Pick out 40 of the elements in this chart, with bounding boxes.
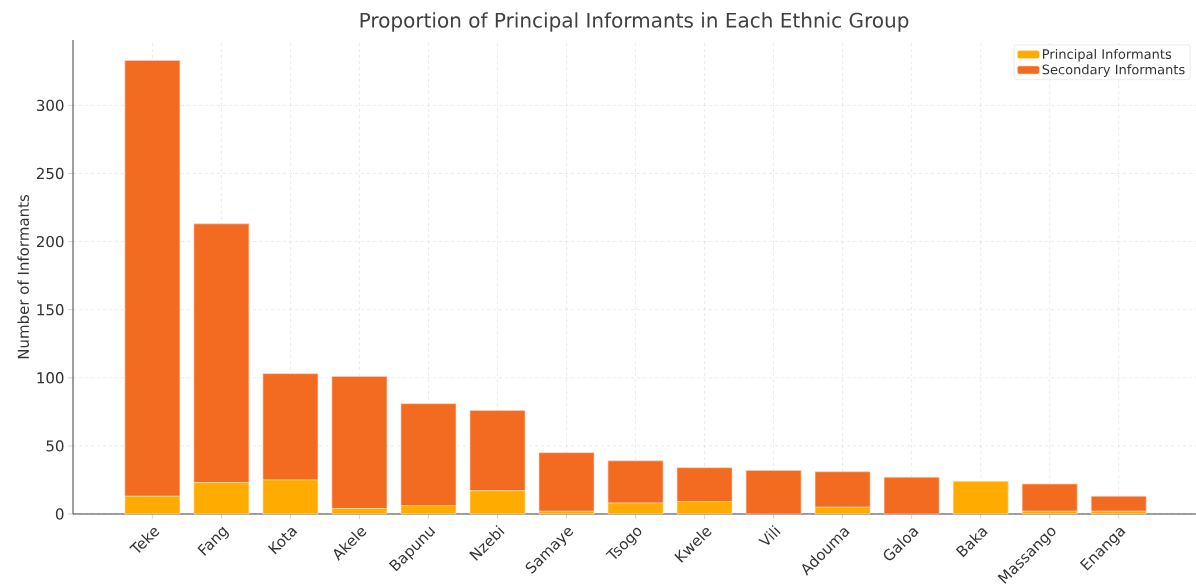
y-tick-label: 250 bbox=[36, 167, 64, 180]
bar bbox=[607, 502, 664, 515]
bar bbox=[1090, 510, 1147, 515]
y-tick-label: 0 bbox=[55, 508, 64, 520]
bar bbox=[814, 506, 871, 515]
bar bbox=[124, 495, 181, 515]
bar bbox=[331, 376, 388, 509]
y-tick-label: 300 bbox=[36, 99, 64, 112]
bar bbox=[400, 505, 457, 515]
bar bbox=[262, 373, 319, 481]
bar bbox=[262, 479, 319, 515]
bar bbox=[1021, 483, 1078, 512]
y-tick-label: 50 bbox=[46, 440, 64, 452]
bar bbox=[193, 482, 250, 515]
x-tick-label: Vili bbox=[758, 524, 781, 545]
bar bbox=[814, 471, 871, 508]
bar bbox=[883, 476, 940, 515]
bar bbox=[400, 403, 457, 507]
bar bbox=[469, 410, 526, 492]
y-tick-label: 100 bbox=[37, 372, 64, 384]
bar bbox=[952, 481, 1009, 515]
bar bbox=[745, 470, 802, 515]
chart-title: Proportion of Principal Informants in Each Ethnic Group bbox=[360, 12, 909, 32]
bar bbox=[124, 60, 181, 497]
legend-label: Secondary Informants bbox=[1042, 64, 1185, 77]
bar bbox=[676, 501, 733, 515]
bar bbox=[538, 510, 595, 515]
y-tick-label: 150 bbox=[37, 304, 64, 316]
y-tick-label: 200 bbox=[36, 235, 64, 248]
bar bbox=[1090, 495, 1147, 512]
bar bbox=[469, 490, 526, 515]
x-tick-label: Teke bbox=[129, 528, 160, 553]
y-axis-title: Number of Informants bbox=[17, 194, 29, 359]
bar bbox=[607, 460, 664, 504]
bar bbox=[331, 508, 388, 515]
bar bbox=[676, 467, 733, 503]
bar bbox=[538, 452, 595, 512]
bar bbox=[193, 223, 250, 483]
bar bbox=[1021, 510, 1078, 515]
legend-label: Principal Informants bbox=[1043, 48, 1172, 62]
